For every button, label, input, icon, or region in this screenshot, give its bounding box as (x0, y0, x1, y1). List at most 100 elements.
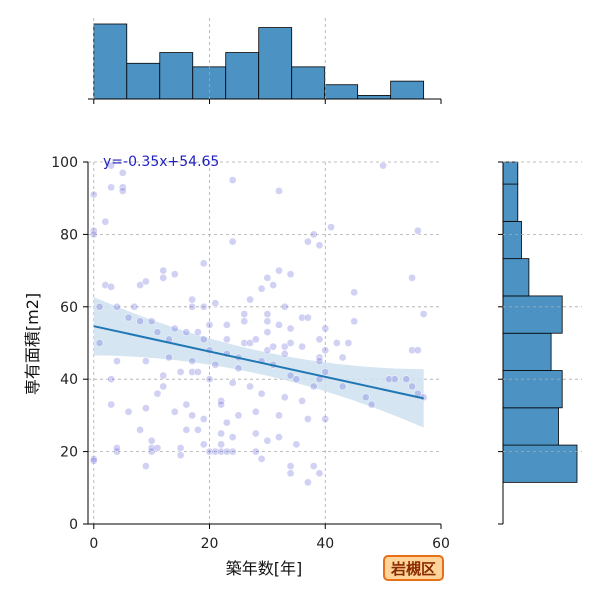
scatter-point (321, 368, 330, 376)
scatter-point (89, 456, 98, 465)
scatter-point (217, 447, 225, 456)
scatter-point (199, 440, 208, 449)
top-hist-bar (324, 84, 359, 100)
scatter-point (263, 310, 272, 318)
top-hist-bar (258, 27, 293, 100)
scatter-point (188, 357, 197, 365)
scatter-point (350, 288, 359, 297)
top-hist-bar (390, 80, 425, 100)
scatter-point (176, 368, 185, 376)
scatter-point (280, 350, 289, 358)
scatter-point (304, 313, 312, 322)
scatter-point (269, 342, 278, 351)
scatter-point (153, 328, 162, 336)
scatter-point (298, 342, 306, 351)
scatter-point (228, 378, 237, 387)
scatter-point (188, 295, 197, 304)
scatter-point (286, 469, 295, 478)
top-hist-bar (126, 62, 161, 100)
scatter-point (159, 382, 168, 391)
scatter-point (344, 339, 353, 347)
scatter-point (240, 310, 249, 318)
top-hist-bar (192, 66, 227, 100)
scatter-point (286, 270, 295, 279)
scatter-point (304, 415, 312, 423)
scatter-point (309, 382, 318, 391)
scatter-point (124, 313, 133, 322)
scatter-point (142, 462, 150, 470)
scatter-point (113, 444, 121, 452)
scatter-point (414, 346, 422, 355)
scatter-point (385, 375, 393, 384)
scatter-point (118, 169, 127, 177)
scatter-point (217, 400, 225, 409)
scatter-point (136, 317, 144, 326)
scatter-point (182, 426, 191, 434)
axes: 0 20 40 60 0 20 40 60 80 100 (51, 155, 450, 552)
scatter-point (257, 389, 266, 398)
scatter-point (408, 273, 416, 282)
scatter-point (309, 230, 318, 239)
right-hist-bar (502, 444, 578, 483)
scatter-point (89, 454, 98, 463)
scatter-point (153, 444, 162, 452)
scatter-point (199, 335, 208, 344)
scatter-point (332, 339, 341, 347)
scatter-point (194, 426, 202, 434)
scatter-point (188, 302, 197, 311)
scatter-point (147, 436, 156, 445)
scatter-point (194, 368, 202, 376)
scatter-point (408, 346, 416, 355)
scatter-point (246, 339, 254, 347)
scatter-point (176, 451, 185, 460)
scatter-point (107, 400, 115, 409)
scatter-point (118, 187, 127, 195)
scatter-point (304, 237, 312, 246)
scatter-point (246, 295, 254, 304)
scatter-point (338, 382, 347, 391)
scatter-point (275, 411, 283, 420)
y-tick-label: 20 (60, 445, 78, 461)
y-tick-label: 40 (60, 372, 78, 388)
scatter-point (188, 368, 197, 376)
scatter-point (234, 411, 243, 420)
scatter-point (182, 328, 191, 336)
scatter-point (142, 404, 150, 413)
scatter-point (286, 371, 295, 380)
right-hist-bar (502, 332, 552, 371)
scatter-point (107, 283, 115, 291)
right-hist-bar (502, 295, 563, 334)
scatter-point (414, 226, 422, 235)
scatter-point (170, 270, 179, 279)
scatter-point (419, 310, 428, 318)
regression-line (93, 325, 424, 400)
right-hist-bar (502, 161, 519, 185)
scatter-point (223, 418, 231, 427)
scatter-point (223, 447, 231, 456)
scatter-point (217, 440, 225, 449)
scatter-point (251, 407, 260, 416)
scatter-point (246, 382, 254, 391)
scatter-point (251, 335, 260, 344)
scatter-point (263, 328, 272, 336)
x-tick-label: 20 (201, 536, 219, 552)
scatter-point (367, 400, 376, 409)
scatter-point (286, 339, 295, 347)
scatter-point (298, 397, 306, 405)
scatter-point (176, 444, 185, 452)
scatter-point (228, 447, 237, 456)
scatter-point (321, 415, 330, 423)
district-badge: 岩槻区 (383, 555, 444, 581)
scatter-point (205, 375, 214, 384)
scatter-point (361, 393, 370, 402)
scatter-point (292, 440, 301, 449)
scatter-point (390, 375, 399, 384)
scatter-point (136, 281, 144, 289)
scatter-point (95, 302, 104, 311)
top-hist-bar (159, 52, 194, 100)
top-marginal-histogram (88, 18, 442, 104)
scatter-point (257, 454, 266, 463)
top-hist-bar (357, 95, 392, 100)
scatter-point (199, 415, 208, 423)
y-axis-title: 専有面積[m2] (23, 293, 42, 395)
